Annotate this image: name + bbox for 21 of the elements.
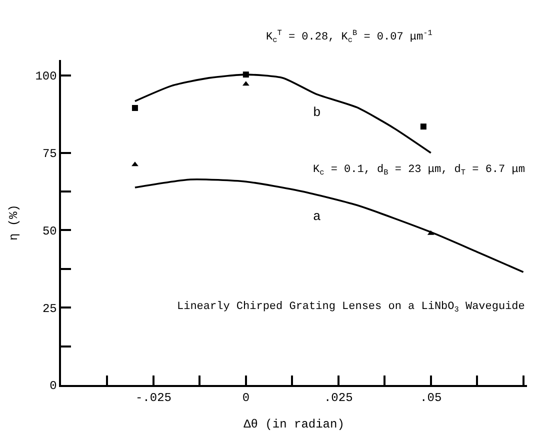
x-tick-label: .05 [420, 391, 442, 406]
y-axis-title: η (%) [7, 204, 22, 241]
y-tick-label: 25 [42, 302, 57, 316]
annotation: b [313, 105, 321, 120]
y-tick-label: 75 [42, 147, 57, 162]
annotation: K$_{c}$ = 0.1, d$_{B}$ = 23 μm, d$_{T}$ = 6.7 μm [313, 164, 526, 178]
y-tick-label: 50 [42, 224, 57, 238]
point [132, 162, 138, 166]
y-tick-label: 0 [50, 379, 57, 394]
point [242, 72, 249, 78]
x-axis-title: Δθ (in radian) [244, 418, 344, 432]
x-tick-label: -.025 [135, 391, 172, 406]
x-tick-label: 0 [242, 391, 250, 406]
annotation: a [313, 209, 321, 224]
point [132, 104, 138, 111]
annotation: Linearly Chirped Grating Lenses on a LiNbO$_{3}$ Waveguide [177, 301, 525, 314]
text: K$_{c}$$^{T}$ = 0.28, K$_{c}$$^{B}$ = 0.07 μm$^{-1}$ [266, 29, 433, 45]
x-tick-label: .025 [324, 391, 353, 406]
y-tick-label: 100 [35, 70, 57, 84]
line-series [134, 178, 524, 273]
point [420, 124, 426, 130]
